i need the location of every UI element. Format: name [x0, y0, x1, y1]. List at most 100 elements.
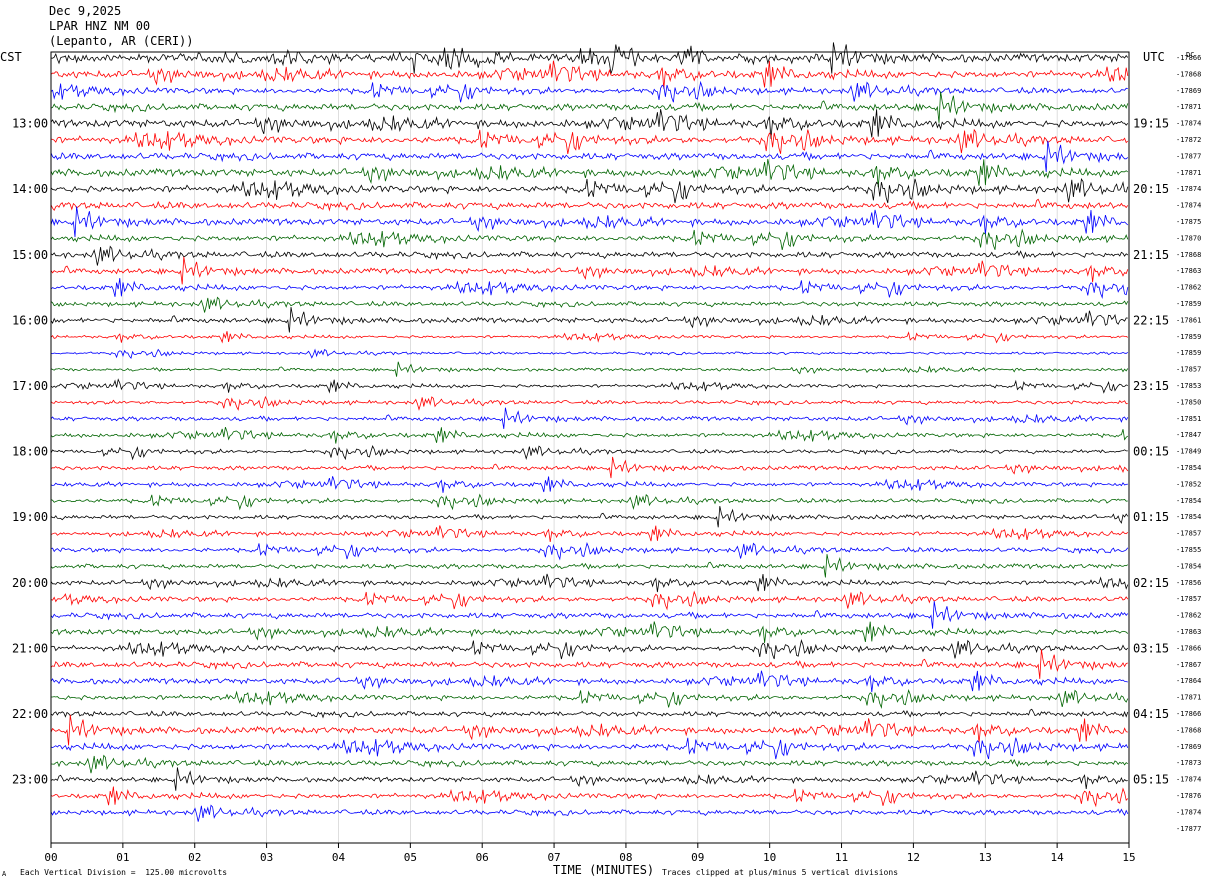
seismic-trace — [50, 245, 1129, 266]
seismic-trace — [50, 378, 1128, 394]
x-tick-label: 13 — [979, 851, 992, 864]
dc-offset-label: -17866 — [1176, 710, 1201, 718]
dc-offset-label: -17866 — [1176, 54, 1201, 62]
seismic-trace — [50, 361, 1129, 377]
x-tick-label: 03 — [260, 851, 273, 864]
x-tick-label: 05 — [404, 851, 417, 864]
x-tick-label: 02 — [188, 851, 201, 864]
utc-time-label: 01:15 — [1133, 510, 1169, 524]
scale-note: Each Vertical Division = 125.00 microvol… — [20, 868, 228, 877]
seismic-trace — [50, 228, 1129, 250]
local-time-label: 13:00 — [12, 117, 48, 131]
seismic-trace — [50, 80, 1128, 103]
seismic-trace — [50, 554, 1129, 578]
plot-frame — [50, 51, 1130, 844]
dc-offset-label: -17862 — [1176, 612, 1201, 620]
utc-time-label: 03:15 — [1133, 641, 1169, 655]
utc-time-label: 04:15 — [1133, 707, 1169, 721]
dc-offset-label: -17863 — [1176, 267, 1201, 275]
dc-offset-label: -17869 — [1176, 87, 1201, 95]
dc-offset-label: -17867 — [1176, 661, 1201, 669]
seismic-trace — [50, 506, 1129, 528]
dc-offset-label: -17861 — [1176, 316, 1201, 324]
dc-offset-label: -17866 — [1176, 644, 1201, 652]
dc-offset-label: -17872 — [1176, 136, 1201, 144]
station-label: LPAR HNZ NM 00 — [49, 19, 151, 33]
local-time-label: 15:00 — [12, 248, 48, 262]
local-time-label: 20:00 — [12, 576, 48, 590]
dc-offset-label: -17864 — [1176, 677, 1201, 685]
dc-offset-label: -17868 — [1176, 70, 1201, 78]
dc-offset-label: -17876 — [1176, 792, 1201, 800]
local-timezone-label: CST — [0, 50, 22, 64]
dc-offset-label: -17871 — [1176, 169, 1201, 177]
dc-offset-label: -17852 — [1176, 480, 1201, 488]
date-label: Dec 9,2025 — [49, 4, 122, 18]
dc-offset-label: -17853 — [1176, 382, 1201, 390]
seismic-trace — [50, 278, 1129, 299]
x-tick-label: 14 — [1051, 851, 1065, 864]
x-tick-label: 08 — [619, 851, 632, 864]
utc-timezone-label: UTC — [1143, 50, 1165, 64]
local-time-label: 16:00 — [12, 313, 48, 327]
seismic-trace — [50, 804, 1129, 822]
seismic-trace — [50, 590, 1129, 611]
utc-time-label: 05:15 — [1133, 773, 1169, 787]
seismic-trace — [50, 708, 1129, 719]
location-label: (Lepanto, AR (CERI)) — [49, 34, 194, 48]
seismic-trace — [50, 296, 1129, 313]
utc-time-label: 22:15 — [1133, 313, 1169, 327]
dc-offset-label: -17854 — [1176, 464, 1201, 472]
seismic-trace — [50, 542, 1129, 561]
local-time-label: 14:00 — [12, 182, 48, 196]
seismic-trace — [50, 786, 1129, 808]
dc-offset-label: -17868 — [1176, 726, 1201, 734]
dc-offset-label: -17874 — [1176, 202, 1201, 210]
x-tick-label: 00 — [44, 851, 57, 864]
seismic-trace — [50, 493, 1128, 511]
dc-offset-label: -17875 — [1176, 218, 1201, 226]
seismic-trace — [50, 754, 1129, 774]
dc-offset-label: -17868 — [1176, 251, 1201, 259]
dc-offset-label: -17877 — [1176, 152, 1201, 160]
seismic-trace — [50, 140, 1129, 173]
dc-offset-label: -17854 — [1176, 497, 1201, 505]
dc-offset-label: -17855 — [1176, 546, 1201, 554]
seismic-trace — [51, 688, 1129, 709]
dc-offset-label: -17857 — [1176, 530, 1201, 538]
seismic-trace — [50, 621, 1129, 644]
dc-offset-label: -17874 — [1176, 185, 1201, 193]
dc-offset-label: -17859 — [1176, 300, 1201, 308]
x-tick-label: 04 — [332, 851, 346, 864]
dc-offset-label: -17869 — [1176, 743, 1201, 751]
seismic-trace — [50, 348, 1129, 359]
local-time-label: 23:00 — [12, 773, 48, 787]
dc-offset-label: -17873 — [1176, 759, 1201, 767]
utc-time-label: 19:15 — [1133, 117, 1169, 131]
x-tick-label: 09 — [691, 851, 704, 864]
corner-mark: A — [2, 870, 7, 878]
dc-offset-label: -17847 — [1176, 431, 1201, 439]
dc-offset-label: -17862 — [1176, 284, 1201, 292]
local-time-label: 18:00 — [12, 445, 48, 459]
x-tick-label: 15 — [1122, 851, 1135, 864]
seismic-trace — [50, 91, 1129, 123]
dc-offset-label: -17870 — [1176, 234, 1201, 242]
utc-time-label: 02:15 — [1133, 576, 1169, 590]
dc-offset-label: -17854 — [1176, 562, 1201, 570]
x-tick-label: 10 — [763, 851, 776, 864]
seismic-trace — [50, 456, 1129, 479]
seismic-trace — [50, 256, 1129, 285]
dc-offset-label: -17850 — [1176, 398, 1201, 406]
dc-offset-label: -17877 — [1176, 825, 1201, 833]
dc-offset-label: -17857 — [1176, 595, 1201, 603]
seismic-trace — [50, 639, 1129, 660]
seismic-trace — [50, 649, 1128, 679]
seismic-trace — [50, 737, 1129, 760]
seismic-trace — [50, 42, 1129, 74]
seismic-trace — [50, 159, 1129, 188]
seismic-trace — [50, 601, 1129, 629]
utc-time-label: 21:15 — [1133, 248, 1169, 262]
seismic-trace — [50, 670, 1128, 693]
